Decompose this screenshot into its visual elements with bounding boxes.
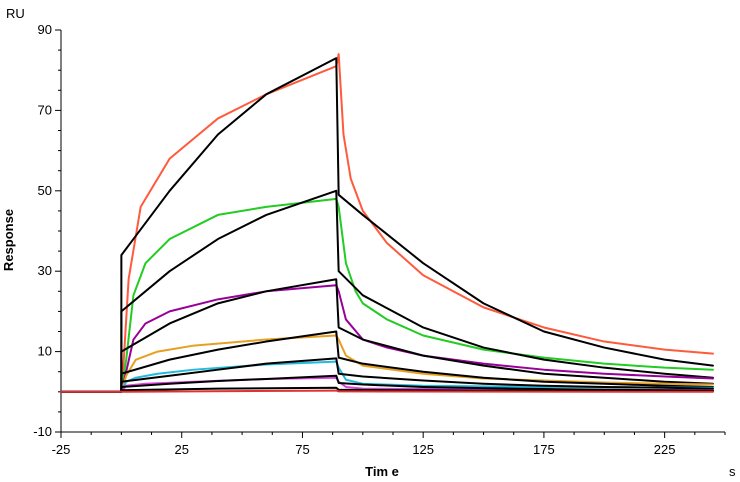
y-unit-label: RU — [6, 6, 25, 21]
y-tick-label: 10 — [38, 344, 52, 359]
response-curve-7 — [60, 334, 714, 393]
fit-curve-8 — [60, 330, 714, 393]
response-curve-5 — [60, 284, 714, 393]
x-axis-title: Tim e — [365, 464, 399, 479]
response-curve-3 — [60, 197, 714, 393]
fit-curve-2 — [60, 57, 714, 393]
fit-curve-4 — [60, 189, 714, 393]
fit-curve-6 — [60, 278, 714, 393]
response-curve-1 — [60, 53, 714, 393]
y-tick-label: 50 — [38, 183, 52, 198]
x-tick-label: 175 — [533, 442, 555, 457]
x-tick-label: 225 — [654, 442, 676, 457]
x-unit-label: s — [729, 464, 736, 479]
x-tick-label: -25 — [52, 442, 71, 457]
x-tick-label: 75 — [295, 442, 309, 457]
response-curve-14 — [60, 389, 714, 393]
fit-curve-10 — [60, 357, 714, 393]
y-tick-label: 90 — [38, 22, 52, 37]
x-tick-label: 125 — [412, 442, 434, 457]
y-tick-label: -10 — [33, 424, 52, 439]
y-axis-title: Response — [1, 209, 16, 271]
fit-curve-12 — [60, 374, 714, 393]
x-tick-label: 25 — [174, 442, 188, 457]
y-tick-label: 30 — [38, 263, 52, 278]
series-group — [60, 53, 714, 393]
y-tick-label: 70 — [38, 102, 52, 117]
axes: -10 10 30 50 70 90 -25 25 75 125 175 225 — [33, 22, 726, 457]
